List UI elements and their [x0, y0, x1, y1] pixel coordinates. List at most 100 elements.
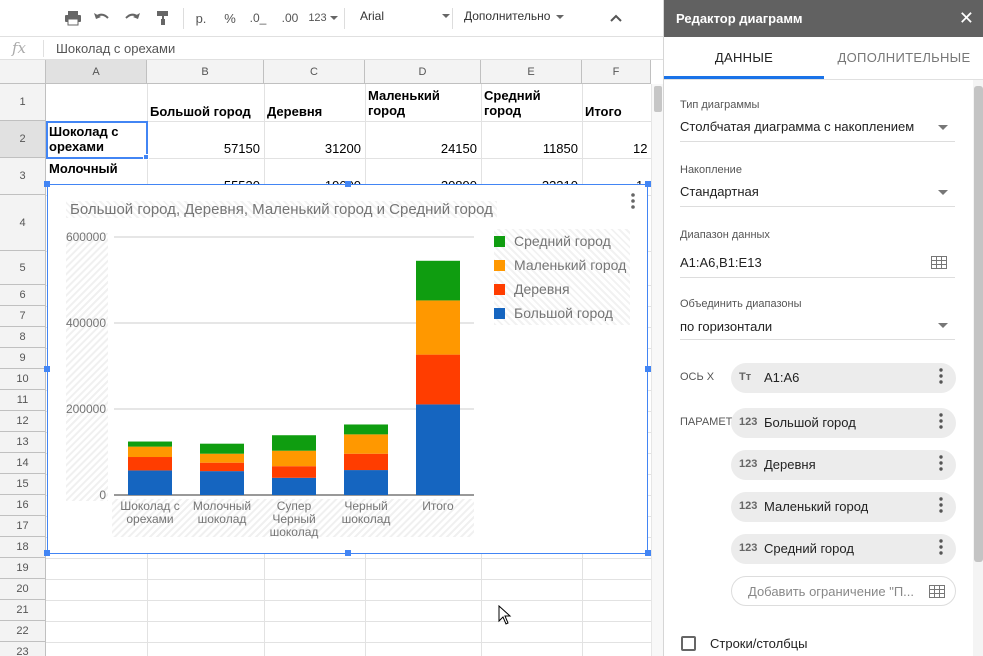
row-header[interactable]: 1 [0, 84, 46, 121]
legend-item[interactable]: Деревня [494, 277, 630, 301]
cell-f2[interactable]: 12 [633, 141, 648, 156]
bar-segment[interactable] [416, 300, 460, 355]
resize-handle[interactable] [645, 366, 651, 372]
row-header[interactable]: 2 [0, 121, 46, 158]
legend-item[interactable]: Средний город [494, 229, 630, 253]
fill-handle[interactable] [143, 154, 149, 160]
more-vert-icon[interactable] [628, 193, 638, 211]
column-header-c[interactable]: C [264, 60, 365, 84]
resize-handle[interactable] [345, 550, 351, 556]
bar-segment[interactable] [200, 453, 244, 463]
column-header-f[interactable]: F [582, 60, 651, 84]
cell-a3[interactable]: Молочный [49, 161, 118, 176]
currency-button[interactable]: р. [195, 10, 207, 26]
row-header[interactable]: 20 [0, 579, 46, 600]
column-header-d[interactable]: D [365, 60, 481, 84]
chart-type-select[interactable]: Столбчатая диаграмма с накоплением [680, 119, 915, 134]
row-header[interactable]: 17 [0, 516, 46, 537]
close-icon[interactable]: ✕ [958, 8, 974, 28]
row-header[interactable]: 18 [0, 537, 46, 558]
row-header[interactable]: 16 [0, 495, 46, 516]
undo-icon[interactable] [91, 8, 113, 28]
switch-rows-columns-checkbox[interactable] [681, 636, 696, 651]
row-header[interactable]: 14 [0, 453, 46, 474]
resize-handle[interactable] [44, 181, 50, 187]
print-icon[interactable] [62, 8, 84, 28]
row-header[interactable]: 13 [0, 432, 46, 453]
bar-segment[interactable] [344, 434, 388, 454]
row-header[interactable]: 21 [0, 600, 46, 621]
resize-handle[interactable] [645, 550, 651, 556]
row-header[interactable]: 23 [0, 642, 46, 656]
bar-segment[interactable] [416, 404, 460, 495]
merge-ranges-select[interactable]: по горизонтали [680, 319, 773, 334]
row-header[interactable]: 10 [0, 369, 46, 390]
bar-segment[interactable] [128, 457, 172, 471]
cell-f1[interactable]: Итого [585, 104, 622, 119]
number-format-button[interactable]: 123 [307, 8, 339, 28]
select-all-corner[interactable] [0, 60, 46, 84]
tab-data[interactable]: ДАННЫЕ [714, 50, 774, 65]
redo-icon[interactable] [121, 8, 143, 28]
bar-segment[interactable] [128, 446, 172, 458]
series-chip[interactable]: 123 Средний город [731, 534, 956, 564]
resize-handle[interactable] [645, 181, 651, 187]
grid-scrollbar-thumb[interactable] [654, 86, 662, 112]
bar-segment[interactable] [344, 424, 388, 435]
grid-select-icon[interactable] [929, 585, 945, 601]
bar-segment[interactable] [128, 441, 172, 447]
x-axis-chip[interactable]: Tт A1:A6 [731, 363, 956, 393]
series-chip[interactable]: 123 Маленький город [731, 492, 956, 522]
legend-item[interactable]: Большой город [494, 301, 630, 325]
chart-title[interactable]: Большой город, Деревня, Маленький город … [66, 201, 497, 218]
bar-segment[interactable] [416, 260, 460, 301]
font-select[interactable]: Arial [360, 9, 450, 23]
row-header[interactable]: 3 [0, 158, 46, 195]
row-header[interactable]: 7 [0, 306, 46, 327]
row-header[interactable]: 4 [0, 195, 46, 251]
column-header-a[interactable]: A [46, 60, 147, 84]
cell-d1[interactable]: Маленький город [368, 88, 440, 118]
row-header[interactable]: 12 [0, 411, 46, 432]
cell-d2[interactable]: 24150 [440, 141, 477, 156]
bar-segment[interactable] [272, 435, 316, 451]
paint-format-icon[interactable] [152, 8, 174, 28]
bar-segment[interactable] [272, 466, 316, 478]
more-vert-icon[interactable] [936, 368, 946, 384]
decrease-decimal-button[interactable]: .0_ [249, 11, 267, 25]
more-vert-icon[interactable] [936, 497, 946, 513]
stacking-select[interactable]: Стандартная [680, 184, 759, 199]
row-header[interactable]: 6 [0, 285, 46, 306]
legend-item[interactable]: Маленький город [494, 253, 630, 277]
data-range-input[interactable]: A1:A6,B1:E13 [680, 255, 762, 270]
bar-segment[interactable] [272, 450, 316, 467]
more-vert-icon[interactable] [936, 455, 946, 471]
cell-b1[interactable]: Большой город [150, 104, 251, 119]
column-header-e[interactable]: E [481, 60, 582, 84]
resize-handle[interactable] [44, 550, 50, 556]
chevron-down-icon[interactable] [938, 190, 948, 195]
chevron-down-icon[interactable] [938, 125, 948, 130]
percent-button[interactable]: % [224, 10, 236, 26]
row-header[interactable]: 15 [0, 474, 46, 495]
column-header-b[interactable]: B [147, 60, 264, 84]
grid-select-icon[interactable] [931, 256, 947, 272]
bar-segment[interactable] [200, 443, 244, 454]
more-vert-icon[interactable] [936, 413, 946, 429]
series-chip[interactable]: 123 Большой город [731, 408, 956, 438]
cell-e2[interactable]: 11850 [542, 141, 578, 156]
collapse-toolbar-icon[interactable] [605, 8, 627, 28]
bar-segment[interactable] [200, 462, 244, 472]
tab-customize[interactable]: ДОПОЛНИТЕЛЬНЫЕ [837, 50, 971, 65]
resize-handle[interactable] [345, 181, 351, 187]
cell-a2[interactable]: Шоколад с орехами [49, 124, 119, 154]
chart[interactable]: 0 200000 400000 600000 Шоколад с орехами Моло… [44, 181, 651, 556]
formula-input[interactable]: Шоколад с орехами [56, 41, 176, 56]
series-chip[interactable]: 123 Деревня [731, 450, 956, 480]
row-header[interactable]: 19 [0, 558, 46, 579]
row-header[interactable]: 8 [0, 327, 46, 348]
row-header[interactable]: 5 [0, 251, 46, 285]
grid-scrollbar[interactable] [651, 84, 663, 656]
bar-segment[interactable] [344, 470, 388, 495]
cell-c1[interactable]: Деревня [267, 104, 323, 119]
